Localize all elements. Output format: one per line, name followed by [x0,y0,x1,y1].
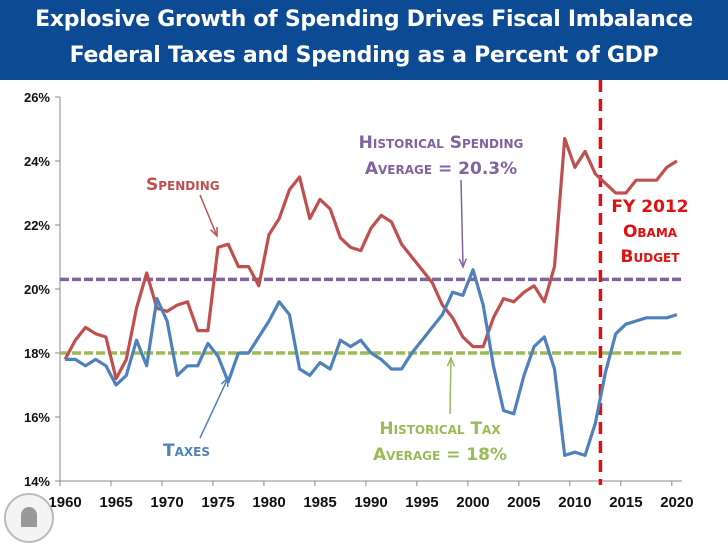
tax-average-arrow-head [446,356,456,367]
x-tick-label: 1980 [252,494,285,511]
x-tick-label: 1990 [354,494,387,511]
y-tick-label: 18% [24,346,50,361]
spending-label: Spending [146,175,220,195]
spending-arrow-head [210,226,218,238]
x-tick-label: 1985 [303,494,336,511]
capitol-dome-icon [21,507,37,527]
line-chart: 14% 16% 18% 20% 22% 24% 26% 1960 1965 1970 1975 198… [24,80,694,511]
x-tick-label: 2015 [609,494,642,511]
taxes-label: Taxes [163,441,210,461]
chart-subtitle: Federal Taxes and Spending as a Percent … [69,43,659,68]
spending-line [63,137,678,381]
x-tick-label: 2000 [456,494,489,511]
taxes-arrow [199,377,229,439]
reference-lines [60,80,682,485]
x-tick-label: 1975 [201,494,234,511]
x-tick-label: 1970 [150,494,183,511]
committee-seal-logo [4,493,54,543]
axes: 14% 16% 18% 20% 22% 24% 26% 1960 1965 1970 1975 198… [24,90,694,511]
x-tick-label: 2020 [660,494,693,511]
y-tick-label: 26% [24,90,50,105]
y-tick-label: 20% [24,282,50,297]
spending-arrow [199,194,218,237]
x-tick-label: 2005 [507,494,540,511]
historical-tax-label: Historical Tax Average = 18% [373,419,507,465]
slide-header: Explosive Growth of Spending Drives Fisc… [0,0,728,80]
x-tick-label: 1960 [48,494,81,511]
taxes-arrow-head [220,376,229,388]
spending-average-arrow [460,179,464,268]
tax-average-arrow [449,357,452,415]
historical-spending-label: Historical Spending Average = 20.3% [358,133,524,179]
annotation-arrows [199,179,468,439]
x-tick-label: 2010 [558,494,591,511]
spending-average-arrow-head [458,258,468,269]
x-tick-label: 1995 [405,494,438,511]
x-tick-label: 1965 [99,494,132,511]
series-lines [63,137,678,457]
budget-label: FY 2012 Obama Budget [611,197,689,267]
y-tick-label: 16% [24,410,50,425]
y-tick-label: 14% [24,474,50,489]
y-tick-label: 24% [24,154,50,169]
y-tick-label: 22% [24,218,50,233]
slide-title: Explosive Growth of Spending Drives Fisc… [35,7,693,32]
taxes-line [65,268,678,457]
